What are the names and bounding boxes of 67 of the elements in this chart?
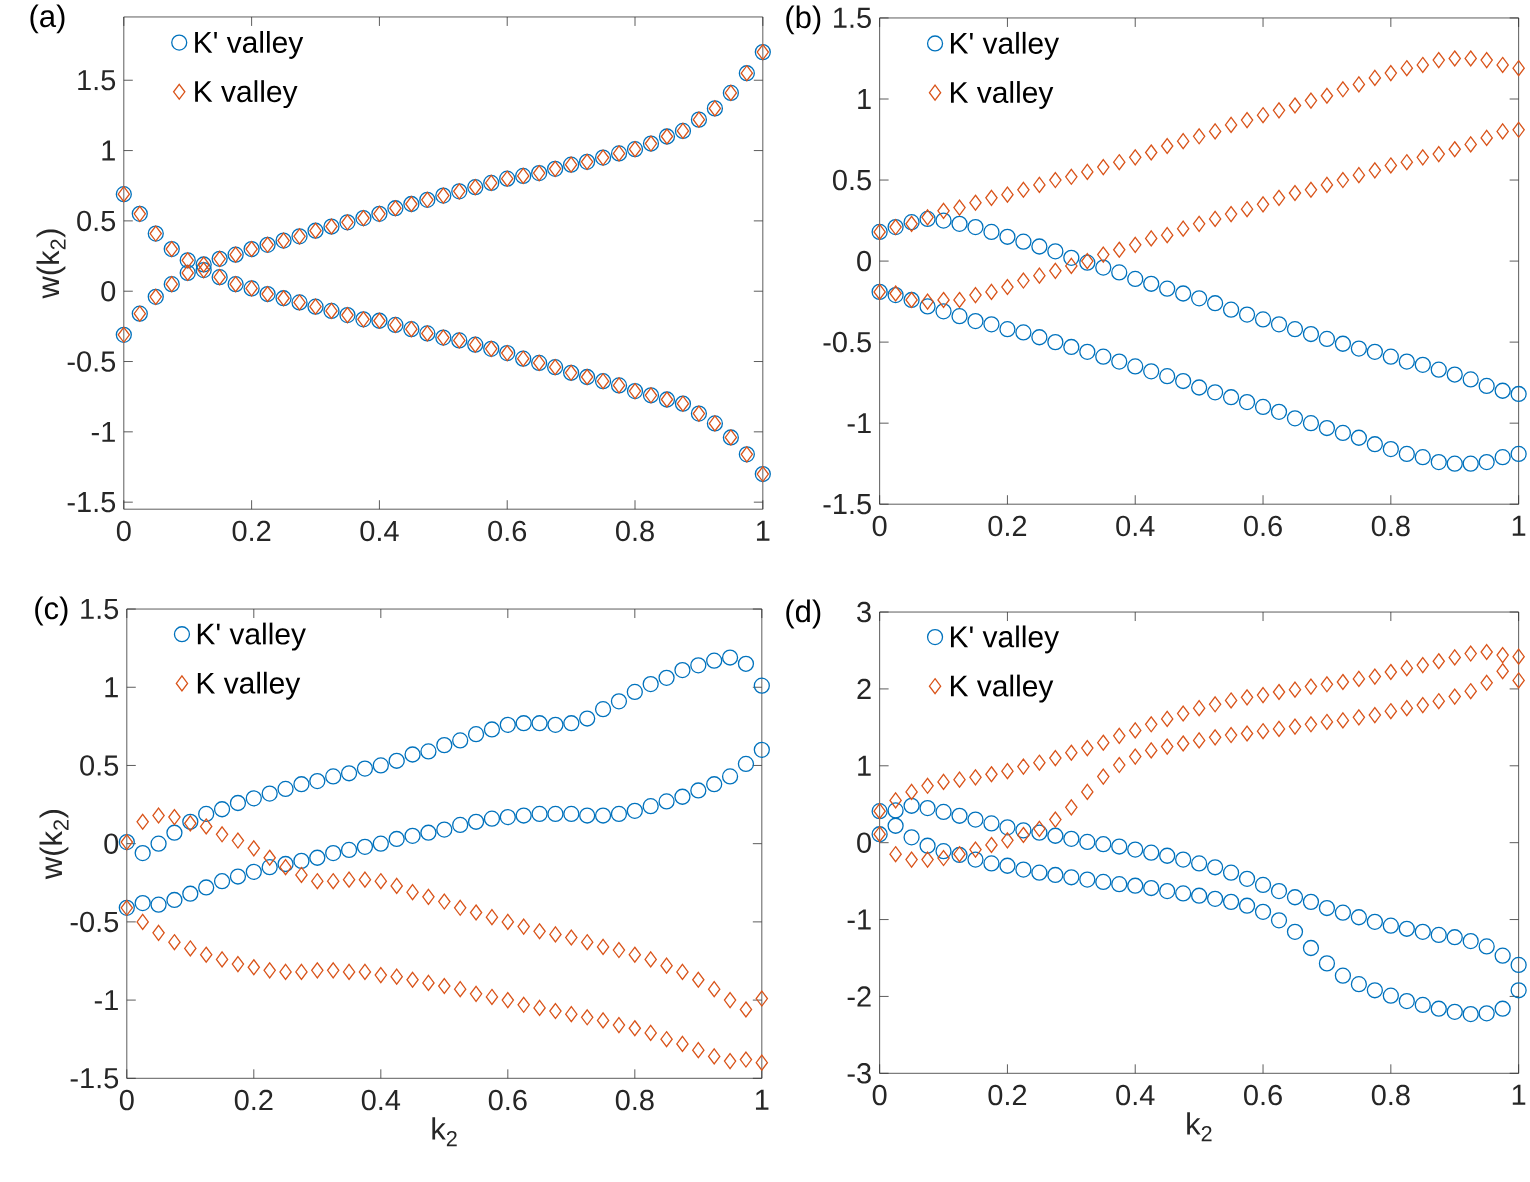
chart-title: (a)	[30, 4, 65, 34]
x-tick-label: 1	[755, 1089, 769, 1110]
x-axis-title: k$_{2}$	[1187, 1112, 1212, 1142]
x-tick-label: 0.4	[361, 1089, 401, 1111]
y-tick-label: -1.5	[823, 494, 871, 515]
y-tick-label: -2	[847, 986, 871, 1007]
x-tick-label: 0.8	[615, 1089, 654, 1111]
x-tick-label: 0.8	[1371, 1084, 1410, 1106]
x-tick-label: 0.8	[616, 520, 654, 542]
y-tick-label: 3	[857, 601, 871, 623]
x-tick-label: 0.6	[488, 1089, 527, 1111]
legend-label: K' valley	[950, 31, 1060, 60]
legend-label: K valley	[197, 671, 301, 700]
y-tick-label: -1	[847, 909, 871, 930]
y-tick-label: 1	[102, 140, 115, 161]
y-tick-label: 1.5	[834, 7, 871, 28]
legend-label: K valley	[950, 80, 1054, 109]
x-tick-label: 0	[872, 1084, 887, 1106]
x-tick-label: 1	[1512, 1084, 1526, 1105]
x-tick-label: 0.4	[1116, 1084, 1155, 1106]
chart-title: (c)	[35, 596, 68, 626]
x-axis-title: k$_{2}$	[432, 1117, 457, 1147]
y-tick-label: 0.5	[77, 210, 116, 232]
y-tick-label: 0.5	[80, 755, 119, 776]
chart-title: (d)	[786, 599, 821, 629]
y-tick-label: 1	[105, 677, 118, 698]
x-tick-label: 0.2	[988, 1084, 1027, 1106]
x-tick-label: 0	[872, 515, 887, 537]
x-tick-label: 0	[119, 1089, 134, 1111]
legend-label: K' valley	[197, 622, 306, 651]
y-tick-label: 1.5	[78, 70, 116, 91]
x-tick-label: 0.4	[1116, 515, 1155, 537]
x-tick-label: 0.2	[234, 1089, 273, 1111]
y-axis-title: w(k$_{2}$)	[36, 229, 66, 299]
y-tick-label: 1	[858, 755, 871, 776]
y-tick-label: 0	[857, 832, 871, 853]
x-tick-label: 0.4	[360, 520, 399, 542]
x-tick-label: 0.6	[488, 520, 527, 542]
x-tick-label: 0.8	[1371, 515, 1410, 537]
y-tick-label: -1.5	[70, 1068, 119, 1089]
legend-label: K' valley	[195, 30, 304, 59]
y-tick-label: -0.5	[70, 911, 119, 933]
chart-title: (b)	[786, 5, 821, 35]
y-tick-label: 0.5	[832, 169, 871, 191]
y-tick-label: 0	[857, 250, 871, 272]
legend-label: K valley	[950, 674, 1054, 703]
y-tick-label: 0	[104, 833, 119, 854]
y-tick-label: 2	[857, 678, 871, 699]
y-tick-label: -1.5	[67, 492, 116, 513]
y-tick-label: -1	[91, 421, 115, 442]
y-tick-label: -0.5	[823, 331, 871, 353]
y-tick-label: -1	[847, 413, 871, 434]
x-tick-label: 1	[756, 520, 770, 541]
y-tick-label: -3	[847, 1063, 871, 1084]
legend-label: K' valley	[950, 625, 1060, 654]
x-tick-label: 0.6	[1244, 515, 1282, 537]
y-tick-label: 1	[858, 88, 871, 109]
y-tick-label: 1.5	[81, 598, 119, 620]
y-tick-label: 0	[101, 280, 116, 302]
y-tick-label: -0.5	[67, 351, 116, 372]
legend-label: K valley	[195, 80, 298, 109]
x-tick-label: 0.6	[1244, 1084, 1282, 1106]
x-tick-label: 1	[1512, 515, 1526, 536]
y-tick-label: -1	[94, 990, 118, 1010]
y-axis-title: w(k$_{2}$)	[39, 810, 69, 880]
x-tick-label: 0.2	[988, 515, 1027, 537]
x-tick-label: 0.2	[232, 520, 271, 542]
